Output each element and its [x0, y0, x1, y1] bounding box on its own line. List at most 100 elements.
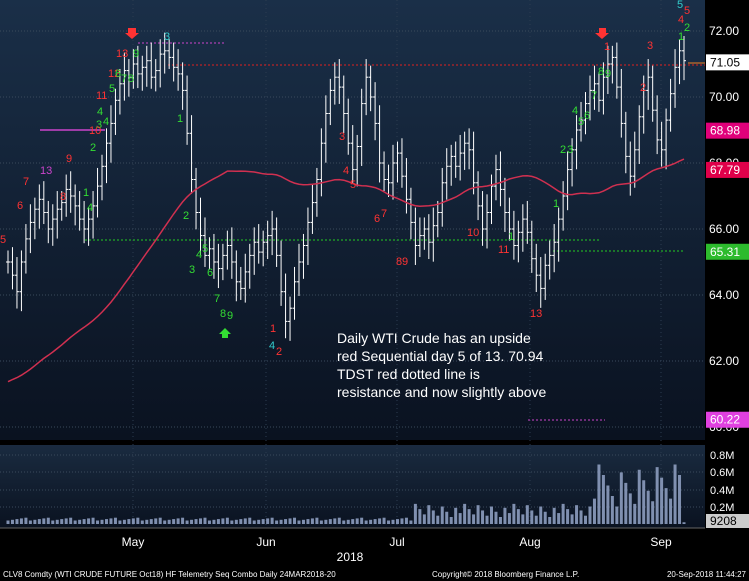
volume-bar	[167, 519, 171, 524]
volume-bar	[279, 519, 283, 524]
volume-bar	[199, 518, 203, 524]
price-tag-label: 68.98	[710, 124, 740, 138]
volume-bar	[646, 490, 650, 524]
volume-bar	[355, 518, 359, 524]
volume-bar	[610, 496, 614, 524]
seq-count-label: 9	[133, 48, 139, 60]
volume-bar	[239, 519, 243, 524]
volume-bar	[427, 505, 431, 524]
volume-bar	[337, 517, 341, 524]
volume-bar	[521, 514, 525, 524]
seq-count-label: 6	[584, 110, 590, 122]
seq-count-label: 9	[605, 68, 611, 80]
y-tick-label: 62.00	[709, 354, 739, 368]
volume-bar	[373, 519, 377, 524]
volume-bar	[530, 510, 534, 524]
x-month-label: Sep	[650, 535, 672, 549]
volume-bar	[252, 520, 256, 524]
seq-count-label: 2	[90, 142, 96, 154]
seq-count-label: 6	[374, 213, 380, 225]
seq-count-label: 1	[678, 31, 684, 43]
volume-bar	[472, 514, 476, 524]
x-month-label: Jun	[256, 535, 275, 549]
volume-bar	[624, 482, 628, 524]
volume-bar	[297, 520, 301, 524]
volume-tick-label: 0.6M	[710, 467, 734, 479]
footer-security: CLV8 Comdty (WTI CRUDE FUTURE Oct18) HF …	[3, 570, 336, 579]
price-tag	[706, 54, 749, 71]
volume-bar	[33, 519, 37, 524]
volume-bar	[503, 507, 507, 524]
volume-bar	[145, 519, 149, 524]
volume-bar	[512, 503, 516, 524]
volume-bar	[185, 520, 189, 524]
volume-bar	[10, 519, 14, 524]
volume-bar	[293, 517, 297, 524]
year-label: 2018	[337, 550, 364, 564]
seq-count-label: 4	[87, 202, 93, 214]
volume-tick-label: 0.8M	[710, 450, 734, 462]
x-month-label: May	[122, 535, 145, 549]
seq-count-label: 5	[350, 179, 356, 191]
volume-bar	[122, 519, 126, 524]
seq-count-label: 2	[684, 22, 690, 34]
volume-bar	[498, 517, 502, 524]
seq-count-label: 3	[96, 119, 102, 131]
x-month-label: Aug	[519, 535, 540, 549]
seq-count-label: 7	[381, 208, 387, 220]
volume-bar	[203, 517, 207, 524]
volume-bar	[575, 505, 579, 524]
volume-bar	[548, 517, 552, 524]
volume-bar	[55, 519, 59, 524]
volume-bar	[194, 519, 198, 524]
volume-bar	[476, 505, 480, 524]
volume-bar	[113, 517, 117, 524]
volume-bar	[463, 503, 467, 524]
seq-count-label: 3	[164, 31, 170, 43]
annotation-line-3: TDST red dotted line is	[337, 366, 480, 382]
price-tag-label: 65.31	[710, 245, 740, 259]
volume-bar	[60, 519, 64, 524]
y-tick-label: 70.00	[709, 90, 739, 104]
volume-bar	[534, 515, 538, 524]
volume-bar	[481, 510, 485, 524]
seq-count-label: 13	[116, 48, 128, 60]
volume-bar	[181, 517, 185, 524]
seq-count-label: 8	[396, 256, 402, 268]
volume-bar	[91, 517, 95, 524]
seq-count-label: 2	[276, 346, 282, 358]
volume-bar	[637, 469, 641, 524]
volume-bar	[566, 509, 570, 524]
volume-bar	[328, 519, 332, 524]
price-tag-label: 60.22	[710, 413, 740, 427]
volume-bar	[678, 475, 682, 524]
price-tag	[706, 161, 749, 178]
price-tag-label: 71.05	[710, 55, 740, 69]
volume-bar	[87, 518, 91, 524]
seq-count-label: 4	[103, 116, 109, 128]
seq-count-label: 11	[96, 90, 107, 102]
volume-bar	[149, 519, 153, 524]
seq-count-label: 7	[591, 90, 597, 102]
seq-count-label: 4	[678, 14, 684, 26]
seq-count-label: 6	[17, 200, 23, 212]
volume-bar	[440, 506, 444, 524]
price-tag	[706, 122, 749, 139]
price-tag	[706, 411, 749, 428]
volume-bar	[306, 519, 310, 524]
volume-bar	[42, 518, 46, 524]
seq-count-label: 12	[108, 68, 120, 80]
volume-bar	[96, 520, 100, 524]
moving-average-line	[7, 158, 685, 383]
price-tag	[706, 243, 749, 260]
volume-bar	[561, 503, 565, 524]
volume-bar	[673, 464, 677, 524]
volume-bar	[364, 520, 368, 524]
price-panel	[0, 0, 705, 440]
volume-bar	[172, 519, 176, 524]
volume-bar	[413, 503, 417, 524]
seq-count-label: 4	[572, 105, 578, 117]
volume-bar	[382, 517, 386, 524]
seq-count-label: 5	[578, 116, 584, 128]
seq-count-label: 8	[60, 191, 66, 203]
